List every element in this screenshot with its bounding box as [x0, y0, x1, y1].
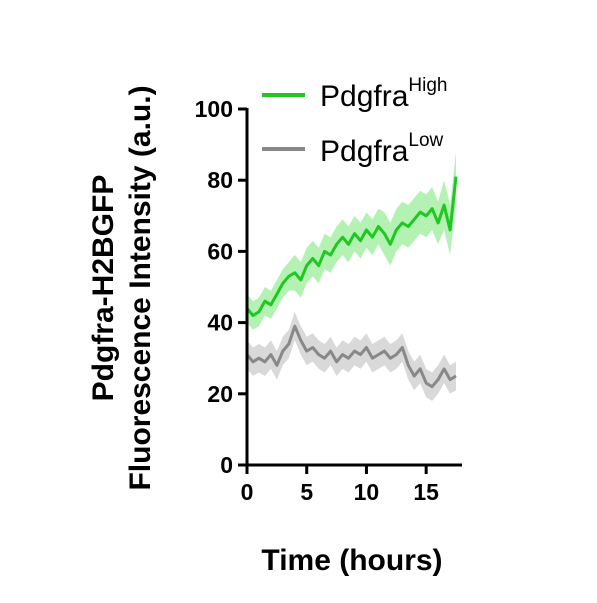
series-high-line: [245, 176, 458, 317]
x-tick-label: 0: [241, 479, 254, 505]
plot-area: [245, 151, 458, 401]
y-axis-title-line2: Fluorescence Intensity (a.u.): [124, 85, 157, 490]
legend-label-high-base: Pdgfra: [320, 80, 409, 113]
y-tick-label: 100: [195, 96, 233, 122]
x-tick-label: 15: [413, 479, 439, 505]
y-tick-label: 40: [207, 310, 233, 336]
legend-label-low-sup: Low: [408, 130, 443, 151]
series-low-line: [245, 324, 457, 389]
y-axis-title-line1: Pdgfra-H2BGFP: [87, 175, 120, 402]
legend-label-high: PdgfraHigh: [320, 75, 447, 113]
y-tick-label: 20: [207, 381, 233, 407]
legend-label-low: PdgfraLow: [320, 130, 444, 168]
y-tick-label: 60: [207, 238, 233, 264]
x-axis-title: Time (hours): [261, 544, 442, 577]
legend: PdgfraHigh PdgfraLow: [262, 75, 447, 168]
y-tick-label: 0: [220, 452, 233, 478]
y-tick-label: 80: [207, 167, 233, 193]
axes: 0 20 40 60 80 100 0 5 10 15: [195, 96, 462, 505]
x-tick-label: 5: [300, 479, 313, 505]
legend-label-high-sup: High: [408, 75, 447, 96]
x-tick-label: 10: [354, 479, 380, 505]
legend-label-low-base: Pdgfra: [320, 135, 409, 168]
